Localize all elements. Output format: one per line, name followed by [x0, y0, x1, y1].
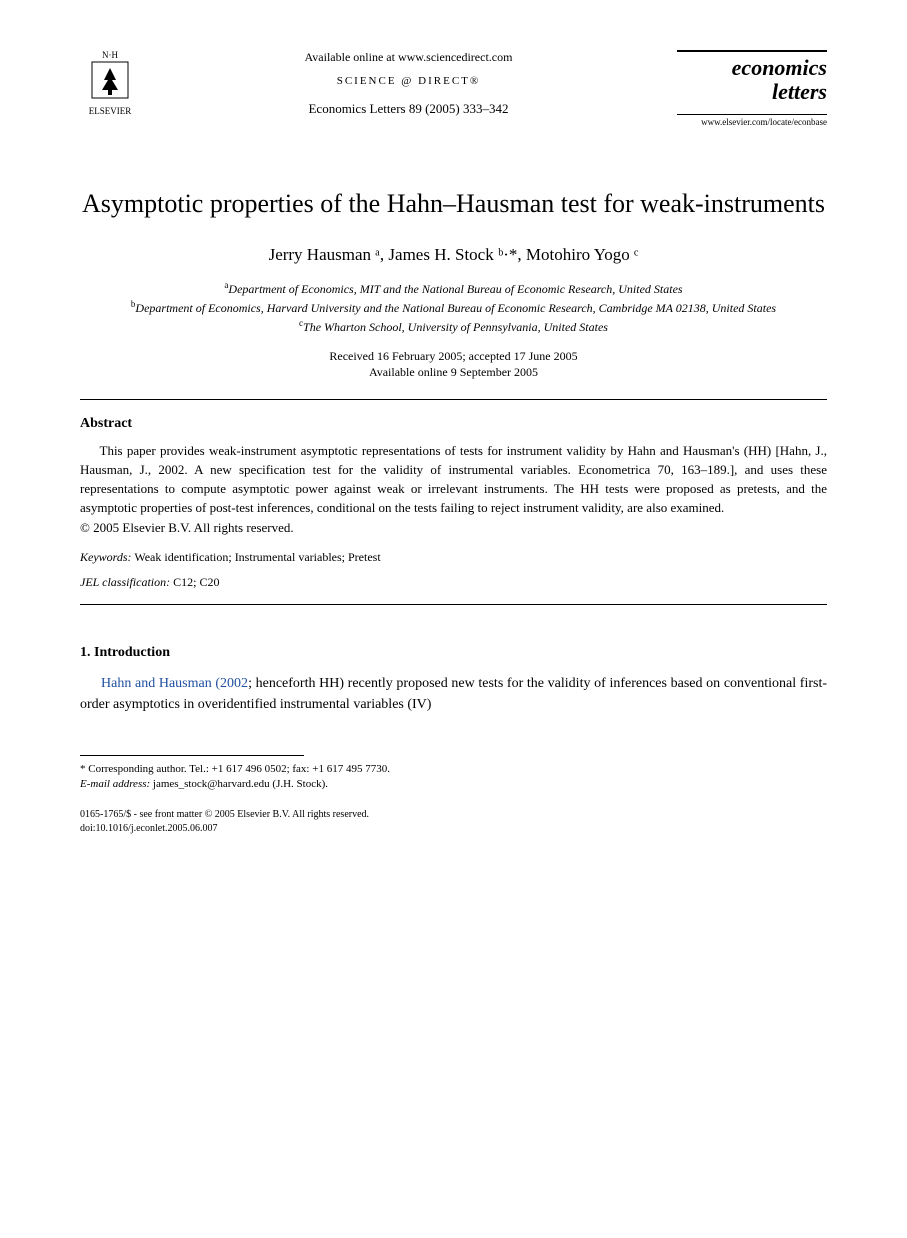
publisher-initials: N·H — [80, 50, 140, 60]
introduction-body: Hahn and Hausman (2002; henceforth HH) r… — [80, 673, 827, 715]
header-row: N·H ELSEVIER Available online at www.sci… — [80, 50, 827, 127]
paper-title: Asymptotic properties of the Hahn–Hausma… — [80, 187, 827, 221]
affiliations: aDepartment of Economics, MIT and the Na… — [80, 279, 827, 335]
available-online-text: Available online at www.sciencedirect.co… — [140, 50, 677, 65]
journal-rule-top — [677, 50, 827, 52]
jel-line: JEL classification: C12; C20 — [80, 575, 827, 590]
rule-below-abstract — [80, 604, 827, 605]
email-label: E-mail address: — [80, 778, 150, 790]
journal-title: economics letters — [677, 56, 827, 104]
email-address: james_stock@harvard.edu (J.H. Stock). — [153, 778, 328, 790]
authors-line: Jerry Hausman ᵃ, James H. Stock ᵇ·*, Mot… — [80, 245, 827, 265]
available-online: Available online 9 September 2005 — [369, 365, 538, 379]
dates: Received 16 February 2005; accepted 17 J… — [80, 348, 827, 382]
rule-above-abstract — [80, 399, 827, 400]
header-center: Available online at www.sciencedirect.co… — [140, 50, 677, 117]
elsevier-tree-icon — [80, 60, 140, 106]
keywords-value: Weak identification; Instrumental variab… — [134, 550, 380, 564]
journal-box: economics letters www.elsevier.com/locat… — [677, 50, 827, 127]
affiliation-a: Department of Economics, MIT and the Nat… — [228, 282, 682, 296]
corresponding-author: * Corresponding author. Tel.: +1 617 496… — [80, 762, 827, 777]
keywords-line: Keywords: Weak identification; Instrumen… — [80, 550, 827, 565]
citation-link[interactable]: Hahn and Hausman (2002 — [101, 676, 248, 691]
abstract-heading: Abstract — [80, 416, 827, 432]
journal-title-line2: letters — [772, 79, 827, 104]
received-accepted: Received 16 February 2005; accepted 17 J… — [329, 349, 577, 363]
doi-line: doi:10.1016/j.econlet.2005.06.007 — [80, 822, 827, 836]
jel-value: C12; C20 — [173, 575, 219, 589]
citation-text: Economics Letters 89 (2005) 333–342 — [140, 101, 677, 117]
sciencedirect-logo: SCIENCE @ DIRECT® — [140, 75, 677, 87]
journal-title-line1: economics — [732, 55, 827, 80]
introduction-heading: 1. Introduction — [80, 645, 827, 661]
footnote-separator — [80, 755, 304, 756]
publisher-logo: N·H ELSEVIER — [80, 50, 140, 116]
publisher-name: ELSEVIER — [80, 106, 140, 116]
front-matter-line: 0165-1765/$ - see front matter © 2005 El… — [80, 808, 827, 822]
footer: 0165-1765/$ - see front matter © 2005 El… — [80, 808, 827, 836]
abstract-copyright: © 2005 Elsevier B.V. All rights reserved… — [80, 520, 827, 536]
keywords-label: Keywords: — [80, 550, 132, 564]
page: N·H ELSEVIER Available online at www.sci… — [0, 0, 907, 1238]
footnote-block: * Corresponding author. Tel.: +1 617 496… — [80, 762, 827, 793]
abstract-body: This paper provides weak-instrument asym… — [80, 442, 827, 517]
journal-url: www.elsevier.com/locate/econbase — [677, 114, 827, 127]
affiliation-c: The Wharton School, University of Pennsy… — [303, 320, 608, 334]
jel-label: JEL classification: — [80, 575, 170, 589]
affiliation-b: Department of Economics, Harvard Univers… — [135, 301, 776, 315]
